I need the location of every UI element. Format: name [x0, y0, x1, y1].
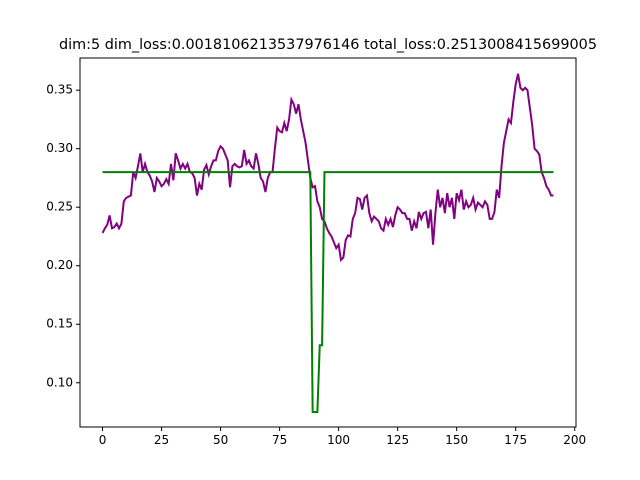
x-tick-label: 0 [99, 433, 107, 447]
x-tick-label: 75 [272, 433, 287, 447]
chart-title: dim:5 dim_loss:0.0018106213537976146 tot… [59, 37, 597, 53]
x-tick-label: 100 [327, 433, 350, 447]
y-tick-label: 0.20 [46, 258, 73, 272]
x-tick-label: 25 [154, 433, 169, 447]
x-tick-label: 150 [445, 433, 468, 447]
y-tick-label: 0.35 [46, 83, 73, 97]
line-series [102, 171, 554, 414]
x-tick-label: 125 [386, 433, 409, 447]
x-tick-label: 50 [213, 433, 228, 447]
y-tick-label: 0.30 [46, 141, 73, 155]
y-tick-label: 0.10 [46, 375, 73, 389]
y-tick-label: 0.25 [46, 200, 73, 214]
x-tick-label: 175 [504, 433, 527, 447]
y-tick-label: 0.15 [46, 317, 73, 331]
x-tick-label: 200 [563, 433, 586, 447]
line-series [101, 73, 554, 262]
plot-frame [79, 57, 577, 428]
